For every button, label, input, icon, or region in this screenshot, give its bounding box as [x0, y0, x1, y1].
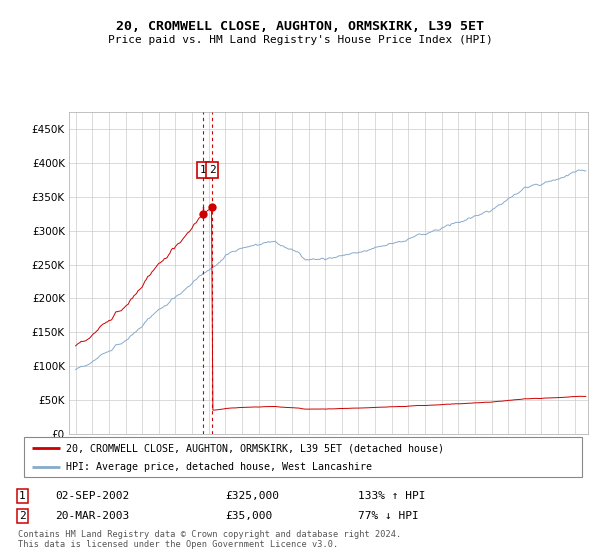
Text: 77% ↓ HPI: 77% ↓ HPI — [358, 511, 418, 521]
Text: Price paid vs. HM Land Registry's House Price Index (HPI): Price paid vs. HM Land Registry's House … — [107, 35, 493, 45]
Text: This data is licensed under the Open Government Licence v3.0.: This data is licensed under the Open Gov… — [18, 540, 338, 549]
Text: Contains HM Land Registry data © Crown copyright and database right 2024.: Contains HM Land Registry data © Crown c… — [18, 530, 401, 539]
Text: 02-SEP-2002: 02-SEP-2002 — [55, 491, 130, 501]
Text: 20, CROMWELL CLOSE, AUGHTON, ORMSKIRK, L39 5ET: 20, CROMWELL CLOSE, AUGHTON, ORMSKIRK, L… — [116, 20, 484, 32]
Text: 2: 2 — [209, 165, 215, 175]
Text: 1: 1 — [19, 491, 26, 501]
Text: £325,000: £325,000 — [225, 491, 279, 501]
Text: 133% ↑ HPI: 133% ↑ HPI — [358, 491, 425, 501]
Text: £35,000: £35,000 — [225, 511, 272, 521]
Text: 2: 2 — [19, 511, 26, 521]
Text: 20-MAR-2003: 20-MAR-2003 — [55, 511, 130, 521]
Text: HPI: Average price, detached house, West Lancashire: HPI: Average price, detached house, West… — [66, 461, 372, 472]
Text: 20, CROMWELL CLOSE, AUGHTON, ORMSKIRK, L39 5ET (detached house): 20, CROMWELL CLOSE, AUGHTON, ORMSKIRK, L… — [66, 443, 444, 453]
Text: 1: 1 — [200, 165, 206, 175]
